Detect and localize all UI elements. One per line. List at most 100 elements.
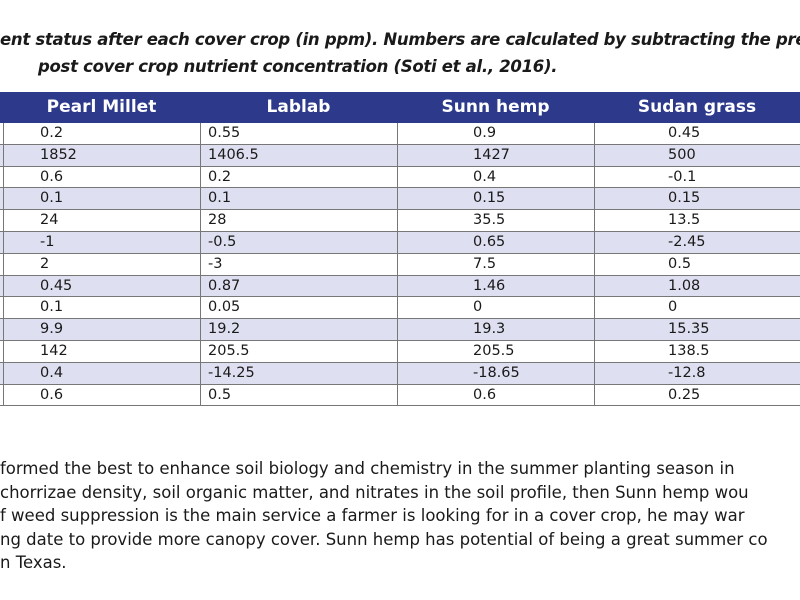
cell-border: [200, 210, 201, 231]
cell-border: [594, 123, 595, 144]
table-cell: 0.45: [40, 277, 73, 294]
cell-border: [594, 384, 595, 406]
cell-border: [594, 253, 595, 275]
table-row: -1 -0.5 0.65 -2.45: [0, 231, 800, 254]
table-cell: 0.6: [40, 168, 64, 185]
cell-border: [397, 340, 398, 362]
table-cell: 0.2: [208, 168, 232, 185]
caption-line: post cover crop nutrient concentration (…: [38, 57, 558, 76]
table-cell: 35.5: [473, 212, 506, 229]
cell-border: [594, 362, 595, 384]
cell-border: [594, 231, 595, 253]
cell-border: [3, 188, 4, 210]
table-cell: -12.8: [668, 364, 706, 381]
cell-border: [200, 362, 201, 384]
table-cell: 0.15: [668, 190, 701, 207]
table-cell: 1852: [40, 146, 77, 163]
table-cell: 19.3: [473, 321, 506, 338]
cell-border: [3, 319, 4, 340]
table-cell: 7.5: [473, 255, 497, 272]
cell-border: [3, 275, 4, 297]
table-cell: 0.45: [668, 125, 701, 141]
table-cell: 500: [668, 146, 696, 163]
cell-border: [3, 166, 4, 188]
paragraph-line: n Texas.: [0, 553, 67, 572]
cell-border: [594, 166, 595, 188]
cell-border: [3, 123, 4, 144]
table-cell: 1406.5: [208, 146, 259, 163]
table-cell: 0.65: [473, 233, 506, 250]
cell-border: [397, 188, 398, 210]
table-row: 0.6 0.5 0.6 0.25: [0, 384, 800, 407]
cell-border: [397, 275, 398, 297]
cell-border: [200, 384, 201, 406]
header-cell: Pearl Millet: [46, 97, 157, 117]
header-cell: Sunn hemp: [441, 97, 550, 117]
cell-border: [594, 144, 595, 166]
table-row: 2 -3 7.5 0.5: [0, 253, 800, 276]
table-row: 0.1 0.05 0 0: [0, 297, 800, 320]
table-cell: 0.15: [473, 190, 506, 207]
table-cell: -18.65: [473, 364, 520, 381]
table-cell: -3: [208, 255, 223, 272]
table-cell: 0.87: [208, 277, 241, 294]
table-cell: 1.08: [668, 277, 701, 294]
cell-border: [3, 362, 4, 384]
cell-border: [594, 188, 595, 210]
paragraph-line: f weed suppression is the main service a…: [0, 506, 745, 525]
cell-border: [200, 319, 201, 340]
table-cell: 0.25: [668, 386, 701, 403]
cell-border: [594, 319, 595, 340]
cell-border: [3, 144, 4, 166]
cell-border: [397, 231, 398, 253]
table-cell: 19.2: [208, 321, 241, 338]
table-cell: 0.9: [473, 125, 497, 141]
table-cell: 0.05: [208, 299, 241, 316]
cell-border: [397, 362, 398, 384]
table-row: 0.1 0.1 0.15 0.15: [0, 188, 800, 211]
table-row: 142 205.5 205.5 138.5: [0, 340, 800, 363]
table-row: 9.9 19.2 19.3 15.35: [0, 319, 800, 341]
table-cell: 142: [40, 342, 68, 359]
table-cell: 0.4: [473, 168, 497, 185]
table-row: 0.6 0.2 0.4 -0.1: [0, 166, 800, 189]
cell-border: [397, 144, 398, 166]
table-cell: 2: [40, 255, 50, 272]
table-cell: 1427: [473, 146, 510, 163]
table-cell: 0.5: [208, 386, 232, 403]
cell-border: [3, 253, 4, 275]
cell-border: [3, 231, 4, 253]
table-cell: 0.5: [668, 255, 692, 272]
header-cell: Lablab: [266, 97, 331, 117]
cell-border: [200, 297, 201, 319]
table-cell: 1.46: [473, 277, 506, 294]
paragraph-line: formed the best to enhance soil biology …: [0, 459, 735, 478]
table-cell: 205.5: [208, 342, 250, 359]
table-row: 1852 1406.5 1427 500: [0, 144, 800, 167]
cell-border: [200, 340, 201, 362]
table-cell: -14.25: [208, 364, 255, 381]
paragraph-line: chorrizae density, soil organic matter, …: [0, 482, 749, 502]
table-cell: 24: [40, 212, 59, 229]
table-cell: 138.5: [668, 342, 710, 359]
cell-border: [200, 253, 201, 275]
cell-border: [397, 123, 398, 144]
cell-border: [3, 210, 4, 231]
table-cell: 9.9: [40, 321, 64, 338]
table-cell: 0.1: [208, 190, 232, 207]
table-cell: -2.45: [668, 233, 706, 250]
table: Pearl Millet Lablab Sunn hemp Sudan grass 0.…: [0, 92, 800, 407]
cell-border: [397, 210, 398, 231]
cell-border: [594, 297, 595, 319]
cell-border: [397, 297, 398, 319]
cell-border: [200, 166, 201, 188]
table-cell: 0: [668, 299, 678, 316]
table-cell: 13.5: [668, 212, 701, 229]
cell-border: [594, 340, 595, 362]
table-row: 0.45 0.87 1.46 1.08: [0, 275, 800, 298]
cell-border: [397, 166, 398, 188]
cell-border: [3, 384, 4, 406]
paragraph-line: ng date to provide more canopy cover. Su…: [0, 529, 768, 549]
cell-border: [397, 253, 398, 275]
cell-border: [397, 384, 398, 406]
